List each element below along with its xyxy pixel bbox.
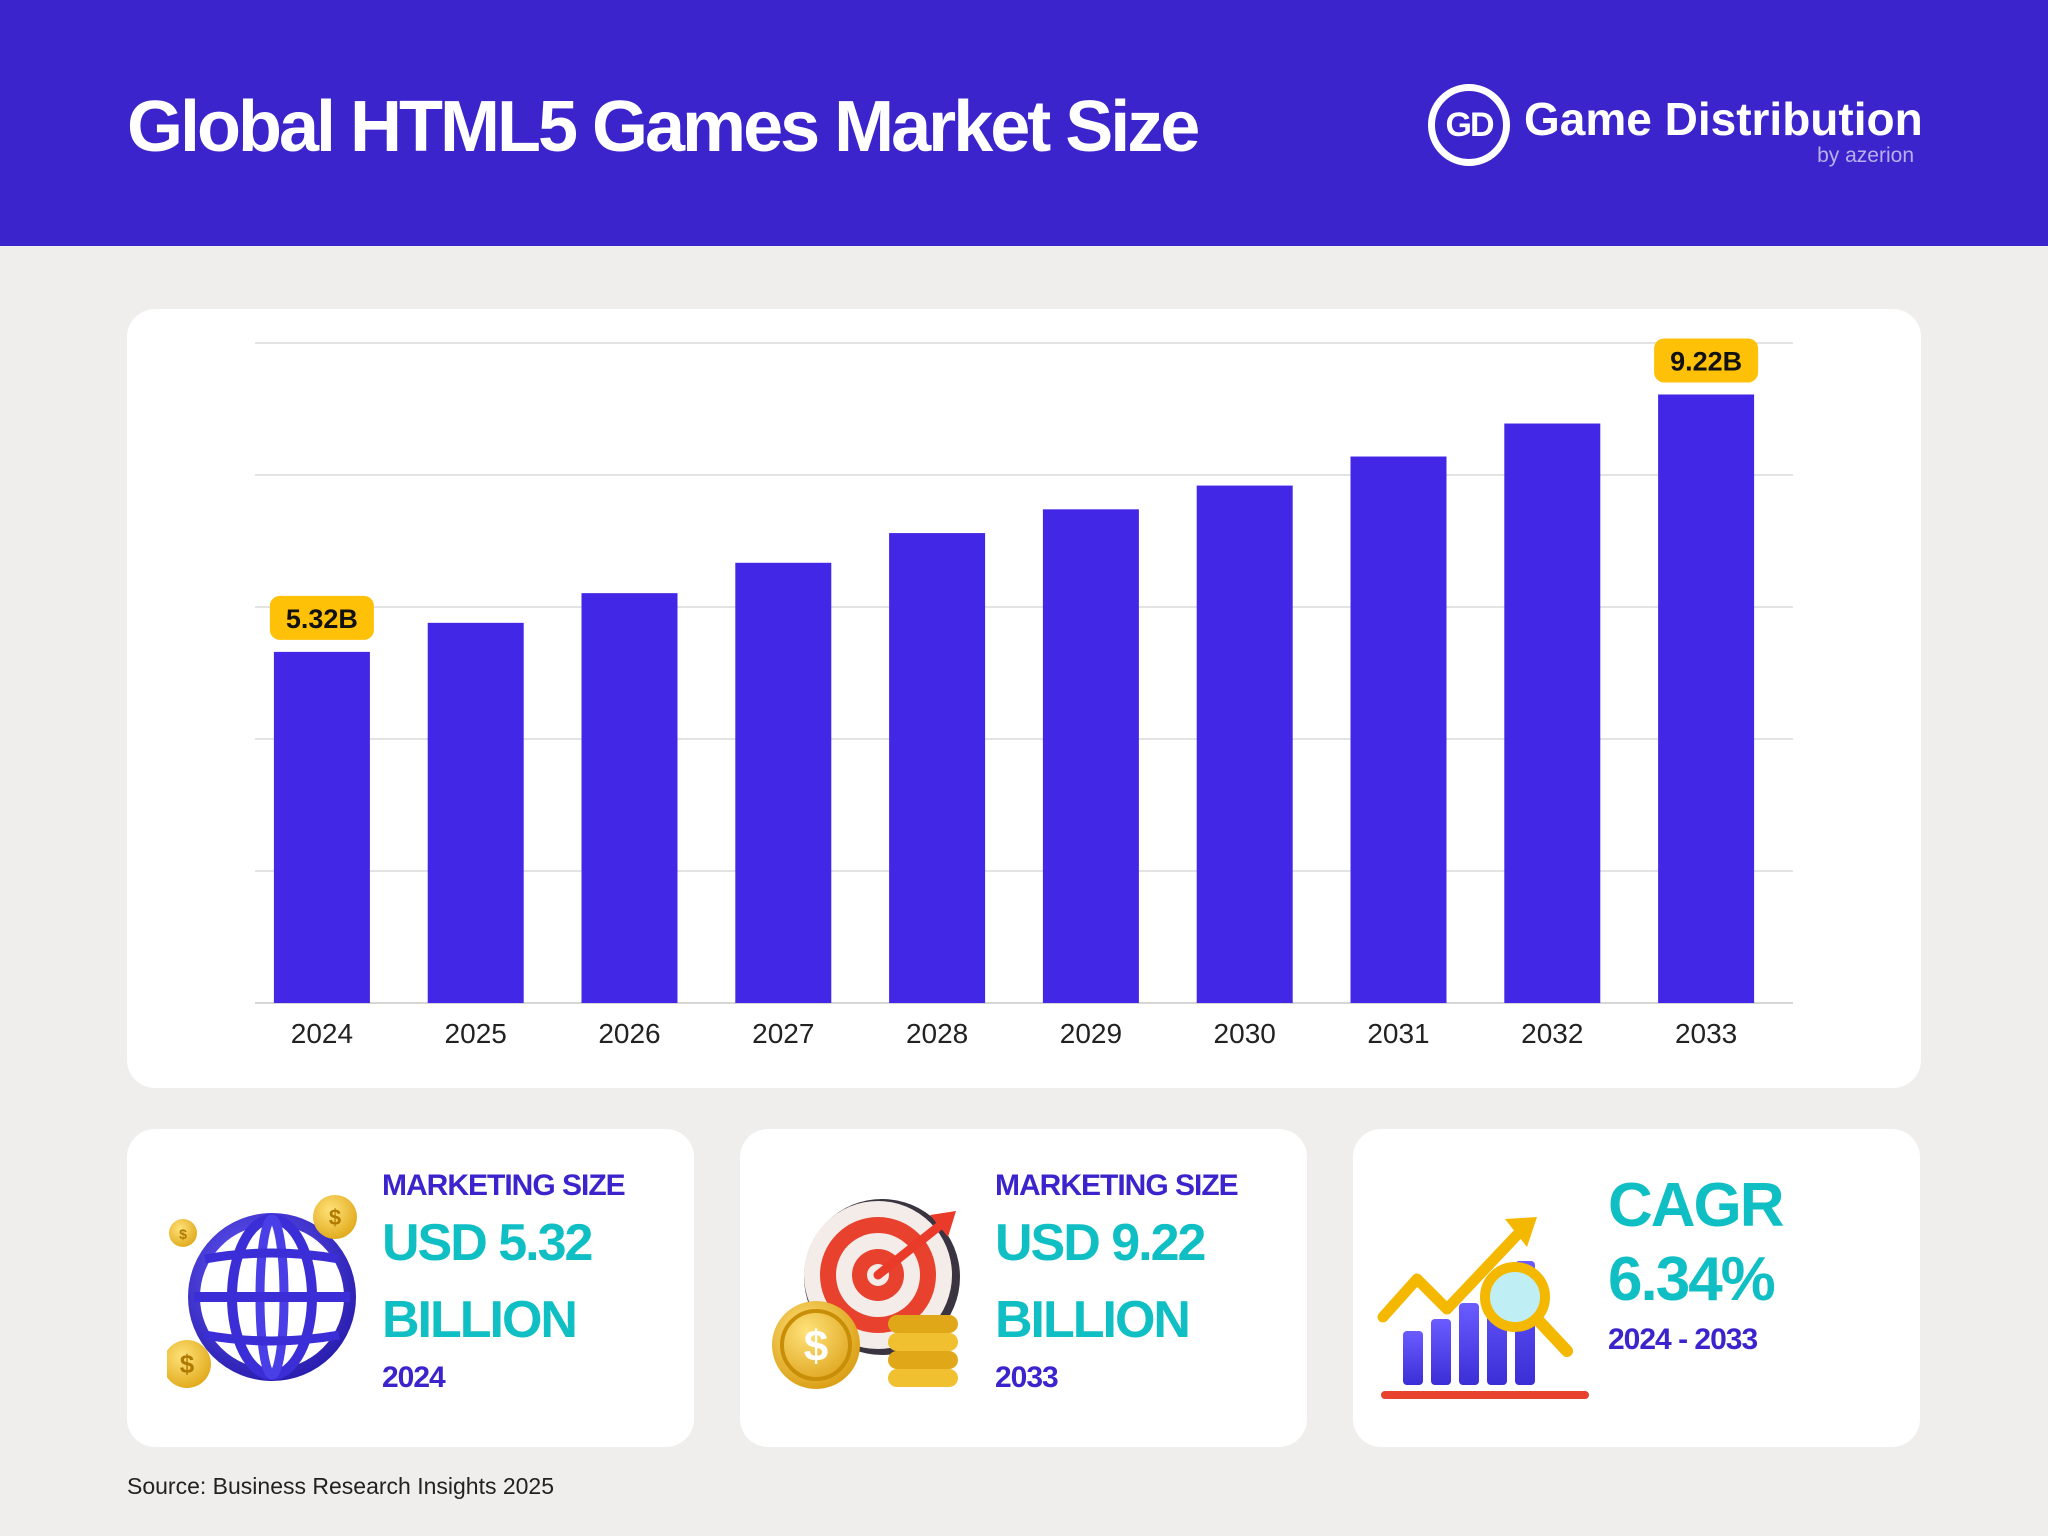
stat-text: MARKETING SIZE USD 9.22 BILLION 2033	[995, 1169, 1239, 1395]
stat-period: 2033	[995, 1361, 1059, 1394]
bar-2027	[735, 562, 832, 1003]
source-note: Source: Business Research Insights 2025	[127, 1473, 555, 1499]
logo-subtitle: by azerion	[1817, 144, 1914, 167]
stat-card-2033: $ MARKETING SIZE USD 9.22 BILLION 2033	[740, 1129, 1307, 1447]
bar-2032	[1504, 423, 1601, 1003]
bar-2025	[427, 622, 524, 1003]
cagr-value: 6.34%	[1608, 1245, 1776, 1314]
data-label-badge	[1654, 338, 1759, 383]
logo-circle-icon	[1428, 84, 1510, 166]
bar-2031	[1350, 456, 1447, 1003]
x-tick-label: 2029	[1060, 1018, 1122, 1049]
stat-text: CAGR 6.34% 2024 - 2033	[1608, 1169, 1785, 1357]
bar-2029	[1042, 509, 1139, 1003]
stat-label: MARKETING SIZE	[382, 1169, 626, 1202]
svg-text:$: $	[180, 1349, 195, 1379]
x-tick-label: 2031	[1367, 1018, 1429, 1049]
svg-text:$: $	[329, 1205, 341, 1230]
stat-card-cagr: CAGR 6.34% 2024 - 2033	[1353, 1129, 1920, 1447]
stat-period: 2024 - 2033	[1608, 1323, 1758, 1356]
growth-chart-icon	[1377, 1217, 1589, 1399]
bar-chart: 2024 2025 2026 2027 2028 2029 2030 2031 2032 2033…	[255, 338, 1793, 1049]
stat-value-line1: USD 5.32	[382, 1214, 593, 1272]
bar-2028	[889, 533, 986, 1003]
bar-2026	[581, 593, 678, 1003]
cagr-label: CAGR	[1608, 1171, 1785, 1240]
bar-2033	[1658, 394, 1755, 1004]
svg-text:$: $	[179, 1226, 187, 1242]
stat-label: MARKETING SIZE	[995, 1169, 1239, 1202]
stat-text: MARKETING SIZE USD 5.32 BILLION 2024	[382, 1169, 626, 1395]
bar-2024	[273, 651, 370, 1003]
game-distribution-logo[interactable]: GD Game Distribution by azerion	[1428, 84, 1928, 174]
x-tick-label: 2026	[598, 1018, 660, 1049]
page-title: Global HTML5 Games Market Size	[127, 87, 1200, 167]
x-tick-label: 2030	[1214, 1018, 1276, 1049]
x-tick-label: 2032	[1521, 1018, 1583, 1049]
header-banner: Global HTML5 Games Market Size GD Game D…	[0, 0, 2048, 246]
x-tick-label: 2033	[1675, 1018, 1737, 1049]
stat-period: 2024	[382, 1361, 446, 1394]
stat-value-line2: BILLION	[995, 1291, 1191, 1349]
data-label: 5.32B	[286, 604, 358, 634]
data-label: 9.22B	[1670, 346, 1742, 376]
x-tick-label: 2024	[291, 1018, 353, 1049]
target-coins-icon: $	[772, 1199, 960, 1389]
x-tick-label: 2025	[445, 1018, 507, 1049]
chart-card: 2024 2025 2026 2027 2028 2029 2030 2031 2032 2033…	[127, 309, 1921, 1088]
svg-text:$: $	[804, 1322, 828, 1371]
logo-name: Game Distribution	[1524, 93, 1923, 145]
stat-card-2024: $ $ $ MARKETING SIZE USD 5.32 BILLION 20…	[127, 1129, 694, 1447]
stat-value-line2: BILLION	[382, 1291, 578, 1349]
x-tick-label: 2028	[906, 1018, 968, 1049]
bar-2030	[1196, 485, 1293, 1003]
stat-value-line1: USD 9.22	[995, 1214, 1206, 1272]
globe-coins-icon: $ $ $	[167, 1195, 357, 1388]
data-label-badge	[269, 595, 374, 640]
x-tick-label: 2027	[752, 1018, 814, 1049]
logo-mark: GD	[1445, 106, 1495, 144]
